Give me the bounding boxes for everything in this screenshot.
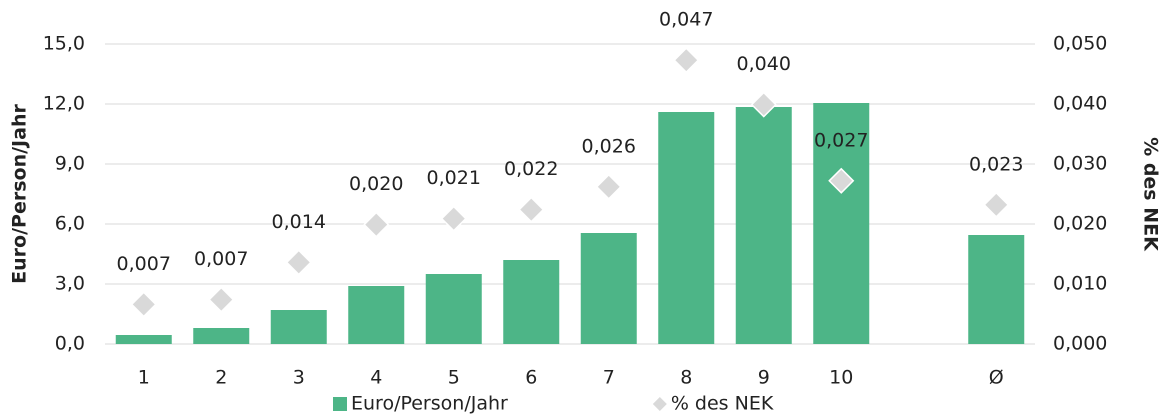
data-label: 0,021 bbox=[427, 167, 481, 189]
marker bbox=[363, 211, 390, 238]
bar bbox=[425, 274, 482, 344]
marker bbox=[208, 286, 235, 313]
bar bbox=[813, 103, 870, 344]
data-label: 0,007 bbox=[117, 253, 171, 275]
x-tick-label: 10 bbox=[829, 367, 853, 389]
y-tick-label: 3,0 bbox=[55, 273, 85, 295]
data-label: 0,023 bbox=[969, 153, 1023, 175]
x-tick-label: 7 bbox=[603, 367, 615, 389]
y-tick-label: 6,0 bbox=[55, 213, 85, 235]
data-label: 0,022 bbox=[504, 158, 558, 180]
y2-tick-label: 0,000 bbox=[1053, 333, 1107, 355]
y-tick-label: 9,0 bbox=[55, 153, 85, 175]
y-tick-label: 15,0 bbox=[43, 33, 85, 55]
marker bbox=[750, 91, 777, 118]
data-label: 0,040 bbox=[737, 53, 791, 75]
x-tick-label: Ø bbox=[989, 367, 1004, 389]
y2-axis-title: % des NEK bbox=[1140, 137, 1162, 252]
legend-swatch bbox=[652, 397, 667, 411]
data-label: 0,007 bbox=[194, 248, 248, 270]
x-tick-label: 9 bbox=[758, 367, 770, 389]
bar bbox=[735, 107, 792, 344]
y2-tick-label: 0,050 bbox=[1053, 33, 1107, 55]
bar bbox=[503, 260, 560, 344]
bar bbox=[270, 310, 327, 344]
data-label: 0,014 bbox=[272, 211, 326, 233]
bar bbox=[658, 112, 715, 344]
marker bbox=[983, 191, 1010, 218]
legend-label: % des NEK bbox=[671, 393, 774, 415]
y-tick-label: 12,0 bbox=[43, 93, 85, 115]
y2-tick-label: 0,010 bbox=[1053, 273, 1107, 295]
bar bbox=[348, 286, 405, 344]
marker bbox=[130, 291, 157, 318]
marker bbox=[595, 173, 622, 200]
marker bbox=[828, 167, 855, 194]
y2-tick-label: 0,040 bbox=[1053, 93, 1107, 115]
x-tick-label: 5 bbox=[448, 367, 460, 389]
y2-tick-label: 0,020 bbox=[1053, 213, 1107, 235]
marker bbox=[673, 47, 700, 74]
data-label: 0,026 bbox=[582, 135, 636, 157]
data-label: 0,027 bbox=[814, 129, 868, 151]
y-tick-label: 0,0 bbox=[55, 333, 85, 355]
x-tick-label: 2 bbox=[215, 367, 227, 389]
legend-label: Euro/Person/Jahr bbox=[351, 393, 508, 415]
bar bbox=[115, 335, 172, 344]
marker bbox=[518, 196, 545, 223]
legend-swatch bbox=[333, 397, 347, 411]
x-tick-label: 8 bbox=[680, 367, 692, 389]
x-tick-label: 1 bbox=[138, 367, 150, 389]
y-axis-title: Euro/Person/Jahr bbox=[9, 104, 31, 284]
marker bbox=[440, 205, 467, 232]
bar bbox=[968, 235, 1025, 344]
y2-tick-label: 0,030 bbox=[1053, 153, 1107, 175]
x-tick-label: 4 bbox=[370, 367, 382, 389]
marker bbox=[285, 249, 312, 276]
x-tick-label: 3 bbox=[293, 367, 305, 389]
x-tick-label: 6 bbox=[525, 367, 537, 389]
data-label: 0,047 bbox=[659, 9, 713, 31]
bar bbox=[193, 328, 250, 344]
bar bbox=[580, 233, 637, 344]
data-label: 0,020 bbox=[349, 173, 403, 195]
